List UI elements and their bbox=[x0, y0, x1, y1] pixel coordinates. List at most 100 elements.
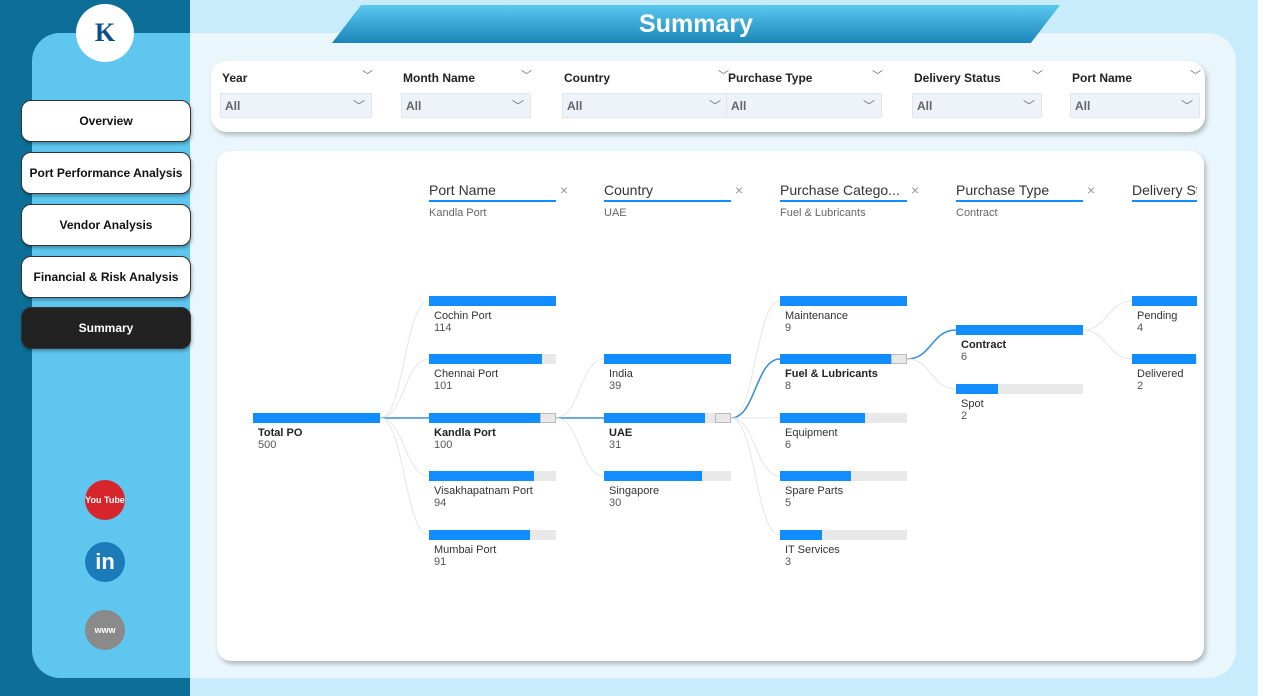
node-bar bbox=[429, 413, 556, 423]
tree-node[interactable]: Singapore 30 bbox=[604, 471, 731, 509]
node-bar bbox=[956, 325, 1083, 335]
tree-node[interactable]: Mumbai Port 91 bbox=[429, 530, 556, 568]
filter-dropdown[interactable]: All ﹀ bbox=[562, 93, 728, 118]
node-bar-fill bbox=[604, 413, 705, 423]
tree-node[interactable]: UAE 31 bbox=[604, 413, 731, 451]
tree-node[interactable]: Chennai Port 101 bbox=[429, 354, 556, 392]
filter-dropdown[interactable]: All ﹀ bbox=[726, 93, 882, 118]
tree-level-header: Purchase Catego... × Fuel & Lubricants bbox=[780, 182, 919, 219]
node-bar bbox=[604, 354, 731, 364]
tree-link bbox=[906, 358, 957, 390]
nav-vendor-analysis[interactable]: Vendor Analysis bbox=[21, 204, 191, 246]
tree-link bbox=[730, 417, 781, 536]
node-label: Pending bbox=[1137, 310, 1178, 322]
tree-node[interactable]: Pending 4 bbox=[1132, 296, 1197, 334]
filter-chevron-icon[interactable]: ﹀ bbox=[362, 70, 373, 82]
filter-chevron-icon[interactable]: ﹀ bbox=[1190, 70, 1201, 82]
filter-dropdown[interactable]: All ﹀ bbox=[401, 93, 531, 118]
nav-financial-risk-analysis[interactable]: Financial & Risk Analysis bbox=[21, 256, 191, 298]
node-bar-fill bbox=[429, 413, 541, 423]
filter-dropdown[interactable]: All ﹀ bbox=[220, 93, 372, 118]
selected-link bbox=[730, 358, 781, 419]
linkedin-icon[interactable]: in bbox=[85, 542, 125, 582]
filter-chevron-icon[interactable]: ﹀ bbox=[1032, 70, 1043, 82]
filter-value: All bbox=[406, 99, 422, 113]
node-label: Contract bbox=[961, 339, 1007, 351]
tree-link bbox=[730, 417, 781, 477]
node-value: 3 bbox=[785, 556, 792, 568]
close-icon[interactable]: × bbox=[560, 182, 569, 198]
filter-chevron-icon[interactable]: ﹀ bbox=[521, 70, 532, 82]
node-bar-fill bbox=[604, 471, 702, 481]
tree-link bbox=[379, 358, 430, 419]
tree-link bbox=[379, 417, 430, 477]
level-title: Purchase Catego... bbox=[780, 182, 907, 202]
tree-link bbox=[555, 417, 605, 477]
chevron-down-icon: ﹀ bbox=[511, 99, 524, 113]
filter-label: Country bbox=[564, 71, 610, 85]
node-bar bbox=[780, 471, 907, 481]
node-label: Fuel & Lubricants bbox=[785, 368, 878, 380]
node-bar-fill bbox=[429, 354, 542, 364]
node-bar bbox=[253, 413, 380, 423]
tree-node[interactable]: Kandla Port 100 bbox=[429, 413, 556, 451]
tree-node[interactable]: Total PO 500 bbox=[253, 413, 380, 451]
node-value: 101 bbox=[434, 380, 453, 392]
filter-bar: Year ﹀ All ﹀ Month Name ﹀ All ﹀ Country ﹀ All ﹀ Purc… bbox=[211, 61, 1205, 132]
level-title: Country bbox=[604, 182, 731, 202]
node-bar-fill bbox=[1132, 354, 1196, 364]
expand-button[interactable] bbox=[715, 413, 731, 423]
node-bar bbox=[429, 471, 556, 481]
nav-overview[interactable]: Overview bbox=[21, 100, 191, 142]
nav-port-performance-analysis[interactable]: Port Performance Analysis bbox=[21, 152, 191, 194]
node-value: 9 bbox=[785, 322, 792, 334]
node-bar bbox=[780, 413, 907, 423]
node-label: UAE bbox=[609, 427, 633, 439]
node-value: 31 bbox=[609, 439, 622, 451]
filter-value: All bbox=[731, 99, 747, 113]
nav-summary[interactable]: Summary bbox=[21, 307, 191, 349]
tree-node[interactable]: Equipment 6 bbox=[780, 413, 907, 451]
close-icon[interactable]: × bbox=[1087, 182, 1096, 198]
node-value: 100 bbox=[434, 439, 453, 451]
tree-node[interactable]: India 39 bbox=[604, 354, 731, 392]
tree-node[interactable]: Spare Parts 5 bbox=[780, 471, 907, 509]
node-value: 30 bbox=[609, 497, 622, 509]
tree-link bbox=[1082, 300, 1133, 331]
level-selected: Contract bbox=[956, 207, 998, 219]
node-value: 4 bbox=[1137, 322, 1144, 334]
node-value: 8 bbox=[785, 380, 792, 392]
filter-value: All bbox=[917, 99, 933, 113]
node-bar-fill bbox=[1132, 296, 1197, 306]
tree-node[interactable]: Spot 2 bbox=[956, 384, 1083, 422]
tree-node[interactable]: Visakhapatnam Port 94 bbox=[429, 471, 556, 509]
close-icon[interactable]: × bbox=[911, 182, 920, 198]
filter-chevron-icon[interactable]: ﹀ bbox=[718, 70, 729, 82]
node-bar-fill bbox=[604, 354, 731, 364]
filter-dropdown[interactable]: All ﹀ bbox=[912, 93, 1042, 118]
tree-node[interactable]: Fuel & Lubricants 8 bbox=[780, 354, 907, 392]
close-icon[interactable]: × bbox=[735, 182, 744, 198]
node-value: 2 bbox=[961, 410, 968, 422]
filter-chevron-icon[interactable]: ﹀ bbox=[872, 70, 883, 82]
filter-value: All bbox=[225, 99, 241, 113]
expand-button[interactable] bbox=[891, 354, 907, 364]
filter-dropdown[interactable]: All ﹀ bbox=[1070, 93, 1200, 118]
filter-label: Year bbox=[222, 71, 248, 85]
filter-value: All bbox=[567, 99, 583, 113]
node-label: Cochin Port bbox=[434, 310, 492, 322]
tree-node[interactable]: Maintenance 9 bbox=[780, 296, 907, 334]
level-title: Port Name bbox=[429, 182, 556, 202]
filter-label: Month Name bbox=[403, 71, 475, 85]
expand-button[interactable] bbox=[540, 413, 556, 423]
decomposition-tree: Total PO 500 Port Name × Kandla Port Cochin P… bbox=[217, 151, 1197, 661]
tree-node[interactable]: IT Services 3 bbox=[780, 530, 907, 568]
tree-node[interactable]: Delivered 2 bbox=[1132, 354, 1197, 392]
node-label: Visakhapatnam Port bbox=[434, 485, 533, 497]
tree-node[interactable]: Contract 6 bbox=[956, 325, 1083, 363]
globe-www-icon[interactable]: www bbox=[85, 610, 125, 650]
tree-node[interactable]: Cochin Port 114 bbox=[429, 296, 556, 334]
node-value: 500 bbox=[258, 439, 277, 451]
youtube-icon[interactable]: You Tube bbox=[85, 480, 125, 520]
node-label: IT Services bbox=[785, 544, 840, 556]
